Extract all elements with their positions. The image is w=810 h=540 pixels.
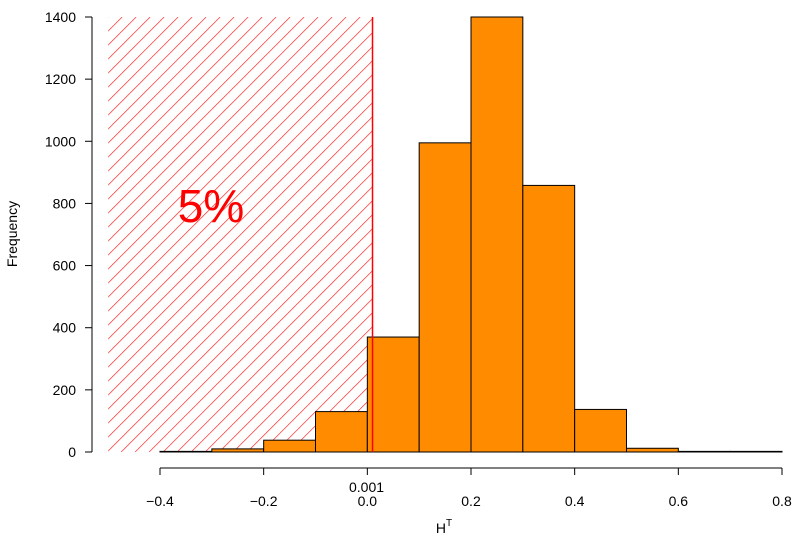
hatch-line: [108, 144, 373, 410]
hatch-line: [108, 158, 373, 424]
histogram-bar: [574, 408, 628, 453]
hatch-line: [108, 18, 373, 284]
hatch-line: [108, 17, 333, 242]
hatch-line: [108, 17, 179, 88]
y-tick-label: 1000: [45, 133, 76, 149]
hatch-line: [190, 270, 373, 452]
hatch-line: [204, 284, 373, 452]
hatch-line: [108, 17, 193, 102]
histogram-bar: [315, 411, 368, 453]
hatch-line: [108, 46, 373, 312]
hatch-line: [134, 214, 373, 452]
y-tick-label: 600: [53, 258, 77, 274]
y-tick-label: 0: [68, 444, 76, 460]
hatch-line: [108, 17, 165, 74]
hatch-line: [108, 17, 235, 144]
hatch-line: [232, 312, 373, 452]
y-tick-label: 1400: [45, 9, 76, 25]
y-axis: 0 200 400 600 800 1000 1200 1400: [45, 9, 93, 460]
hatch-line: [108, 186, 373, 452]
histogram-bar: [522, 184, 576, 453]
hatch-line: [108, 17, 347, 256]
y-tick-label: 200: [53, 382, 77, 398]
x-axis-label-main: H: [436, 520, 446, 536]
hatch-line: [108, 88, 373, 354]
histogram-bar: [263, 439, 316, 453]
hatch-line: [288, 368, 373, 452]
x-axis: −0.4 −0.2 0.0 0.2 0.4 0.6 0.8: [146, 467, 792, 509]
hatch-line: [108, 17, 305, 214]
hatch-line: [108, 60, 373, 326]
hatch-line: [108, 17, 221, 130]
histogram-bar: [211, 448, 265, 453]
histogram-bar: [366, 336, 420, 453]
x-tick-label: 0.8: [772, 493, 792, 509]
x-tick-label: 0.0: [358, 493, 378, 509]
hatch-line: [108, 17, 277, 186]
hatch-line: [108, 17, 361, 270]
x-tick-label: 0.4: [565, 493, 585, 509]
x-tick-label: −0.2: [250, 493, 278, 509]
hatch-line: [108, 32, 373, 298]
histogram-bars: [159, 16, 783, 453]
hatch-line: [108, 102, 373, 368]
threshold-value-label: 0.001: [349, 479, 384, 495]
x-tick-label: −0.4: [146, 493, 174, 509]
x-axis-label-superscript: T: [446, 518, 452, 529]
hatch-line: [108, 116, 373, 382]
hatch-line: [108, 17, 263, 172]
histogram-bar: [677, 450, 731, 453]
histogram-bar: [470, 16, 524, 453]
hatch-line: [108, 74, 373, 340]
y-tick-label: 1200: [45, 71, 76, 87]
hatch-line: [108, 172, 373, 438]
hatch-line: [108, 17, 207, 116]
hatch-line: [120, 200, 373, 452]
hatch-line: [246, 326, 373, 452]
hatch-line: [108, 17, 249, 158]
rejection-region-hatch: [108, 17, 373, 452]
x-axis-label: HT: [436, 518, 452, 536]
hatch-line: [218, 298, 373, 452]
hatch-line: [108, 17, 291, 200]
x-tick-label: 0.2: [461, 493, 481, 509]
histogram-bar: [418, 142, 472, 453]
hatch-line: [260, 340, 373, 452]
histogram-bar: [729, 450, 783, 453]
y-axis-label: Frequency: [4, 201, 20, 267]
x-tick-label: 0.6: [669, 493, 689, 509]
hatch-line: [274, 354, 373, 452]
histogram-bar: [159, 450, 213, 453]
y-tick-label: 800: [53, 195, 77, 211]
percentage-annotation: 5%: [178, 180, 244, 232]
hatch-line: [162, 242, 373, 452]
y-tick-label: 400: [53, 320, 77, 336]
hatch-line: [108, 17, 319, 228]
hatch-line: [176, 256, 373, 452]
histogram-bar: [626, 447, 679, 453]
hatch-line: [148, 228, 373, 452]
hatch-line: [108, 130, 373, 396]
